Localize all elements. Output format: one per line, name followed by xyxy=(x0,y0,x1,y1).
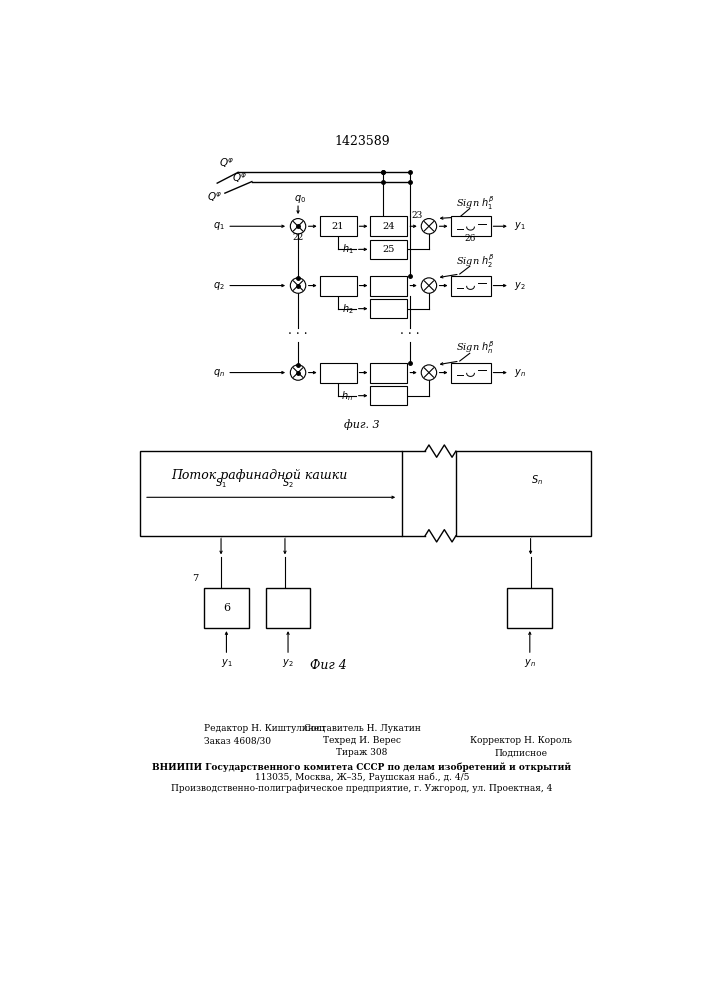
Text: $q_n$: $q_n$ xyxy=(213,367,225,379)
Text: $S_1$: $S_1$ xyxy=(215,477,227,490)
Text: $Q^{\varphi}$: $Q^{\varphi}$ xyxy=(219,157,235,170)
Text: 113035, Москва, Ж–35, Раушская наб., д. 4/5: 113035, Москва, Ж–35, Раушская наб., д. … xyxy=(255,773,469,782)
Text: $q_1$: $q_1$ xyxy=(213,220,225,232)
Text: ВНИИПИ Государственного комитета СССР по делам изобретений и открытий: ВНИИПИ Государственного комитета СССР по… xyxy=(153,762,571,772)
Text: $q_0$: $q_0$ xyxy=(294,193,306,205)
Bar xyxy=(140,451,402,536)
Text: Редактор Н. Киштулинец: Редактор Н. Киштулинец xyxy=(204,724,325,733)
Text: · · ·: · · · xyxy=(288,328,308,341)
Bar xyxy=(370,240,407,259)
Text: $Q^{\varphi}$: $Q^{\varphi}$ xyxy=(233,172,248,185)
Text: 21: 21 xyxy=(332,222,344,231)
Text: Техред И. Верес: Техред И. Верес xyxy=(323,736,401,745)
Text: Корректор Н. Король: Корректор Н. Король xyxy=(470,736,572,745)
Text: $Q^{\varphi}$: $Q^{\varphi}$ xyxy=(207,190,223,204)
Bar xyxy=(320,216,356,236)
Bar xyxy=(450,363,491,383)
Bar xyxy=(204,588,249,628)
Text: $q_2$: $q_2$ xyxy=(213,280,225,292)
Bar xyxy=(370,299,407,318)
Text: 6: 6 xyxy=(223,603,230,613)
Bar xyxy=(266,588,310,628)
Bar xyxy=(370,386,407,405)
Bar xyxy=(370,276,407,296)
Text: 22: 22 xyxy=(293,233,304,242)
Text: Фиг 4: Фиг 4 xyxy=(310,659,347,672)
Bar xyxy=(370,216,407,236)
Text: Составитель Н. Лукатин: Составитель Н. Лукатин xyxy=(303,724,421,733)
Circle shape xyxy=(291,278,305,293)
Text: 26: 26 xyxy=(464,234,477,243)
Text: Производственно-полиграфическое предприятие, г. Ужгород, ул. Проектная, 4: Производственно-полиграфическое предприя… xyxy=(171,784,553,793)
Text: $y_1$: $y_1$ xyxy=(221,657,232,669)
Bar xyxy=(370,363,407,383)
Text: $h_n$: $h_n$ xyxy=(341,389,354,403)
Text: 23: 23 xyxy=(411,211,423,220)
Circle shape xyxy=(421,219,437,234)
Text: 7: 7 xyxy=(192,574,198,583)
Text: Поток рафинадной кашки: Поток рафинадной кашки xyxy=(171,469,348,482)
Bar xyxy=(320,276,356,296)
Bar xyxy=(320,363,356,383)
Text: Sign $h_1^{\beta}$: Sign $h_1^{\beta}$ xyxy=(456,194,494,212)
Text: 1423589: 1423589 xyxy=(334,135,390,148)
Circle shape xyxy=(421,278,437,293)
Text: $y_1$: $y_1$ xyxy=(514,220,525,232)
Text: фиг. 3: фиг. 3 xyxy=(344,419,380,430)
Text: $y_n$: $y_n$ xyxy=(514,367,525,379)
Text: Тираж 308: Тираж 308 xyxy=(337,748,387,757)
Bar xyxy=(450,276,491,296)
Text: $h_1$: $h_1$ xyxy=(341,242,354,256)
Text: Sign $h_n^{\beta}$: Sign $h_n^{\beta}$ xyxy=(456,340,494,356)
Text: $S_2$: $S_2$ xyxy=(282,476,294,490)
Text: Заказ 4608/30: Заказ 4608/30 xyxy=(204,736,271,745)
Circle shape xyxy=(291,365,305,380)
Text: $y_2$: $y_2$ xyxy=(514,280,525,292)
Text: $h_2$: $h_2$ xyxy=(341,302,354,316)
Text: 25: 25 xyxy=(382,245,395,254)
Text: 24: 24 xyxy=(382,222,395,231)
Text: · · ·: · · · xyxy=(400,328,419,341)
Text: $y_2$: $y_2$ xyxy=(282,657,294,669)
Text: Подписное: Подписное xyxy=(495,748,548,757)
Text: $y_n$: $y_n$ xyxy=(524,657,536,669)
Text: Sign $h_2^{\beta}$: Sign $h_2^{\beta}$ xyxy=(456,252,494,270)
Bar xyxy=(508,588,552,628)
Bar xyxy=(456,451,590,536)
Circle shape xyxy=(291,219,305,234)
Bar xyxy=(450,216,491,236)
Circle shape xyxy=(421,365,437,380)
Text: $S_n$: $S_n$ xyxy=(531,473,543,487)
